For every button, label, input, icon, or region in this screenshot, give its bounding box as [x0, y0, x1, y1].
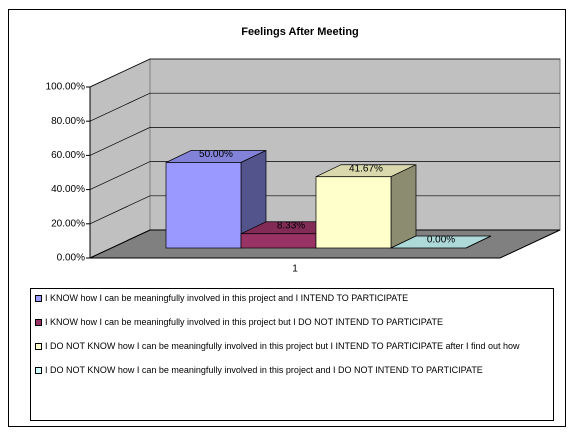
bar: [165, 162, 242, 249]
chart-title: Feelings After Meeting: [241, 26, 359, 38]
legend-item: I DO NOT KNOW how I can be meaningfully …: [35, 341, 549, 352]
legend-swatch: [35, 319, 42, 326]
bar: [240, 233, 317, 249]
legend-label: I DO NOT KNOW how I can be meaningfully …: [45, 341, 520, 351]
legend-item: I KNOW how I can be meaningfully involve…: [35, 293, 549, 304]
grid-line: [89, 127, 560, 156]
legend: I KNOW how I can be meaningfully involve…: [30, 288, 554, 421]
bar-side: [465, 235, 492, 249]
legend-item: I DO NOT KNOW how I can be meaningfully …: [35, 365, 549, 376]
y-tick-label: 40.00%: [51, 184, 85, 195]
grid-line: [89, 229, 560, 259]
y-tick-label: 20.00%: [51, 218, 85, 229]
legend-label: I DO NOT KNOW how I can be meaningfully …: [45, 365, 483, 375]
grid-line: [89, 58, 560, 88]
y-tick-label: 0.00%: [57, 253, 85, 264]
legend-label: I KNOW how I can be meaningfully involve…: [45, 317, 443, 327]
value-label: 0.00%: [427, 235, 455, 246]
value-label: 8.33%: [277, 220, 305, 231]
legend-item: I KNOW how I can be meaningfully involve…: [35, 317, 549, 328]
legend-label: I KNOW how I can be meaningfully involve…: [45, 293, 409, 303]
y-tick-label: 80.00%: [51, 116, 85, 127]
bar: [315, 176, 392, 249]
side-wall: [89, 58, 151, 259]
legend-swatch: [35, 367, 42, 374]
y-tick-label: 60.00%: [51, 150, 85, 161]
grid-line: [89, 195, 560, 225]
y-tick-label: 100.00%: [46, 82, 86, 93]
x-tick-label: 1: [292, 264, 298, 275]
grid-line: [89, 92, 560, 122]
bar-side: [390, 164, 417, 249]
grid-line: [89, 161, 560, 190]
legend-swatch: [35, 295, 42, 302]
value-label: 50.00%: [199, 149, 233, 160]
legend-swatch: [35, 343, 42, 350]
value-label: 41.67%: [349, 163, 383, 174]
